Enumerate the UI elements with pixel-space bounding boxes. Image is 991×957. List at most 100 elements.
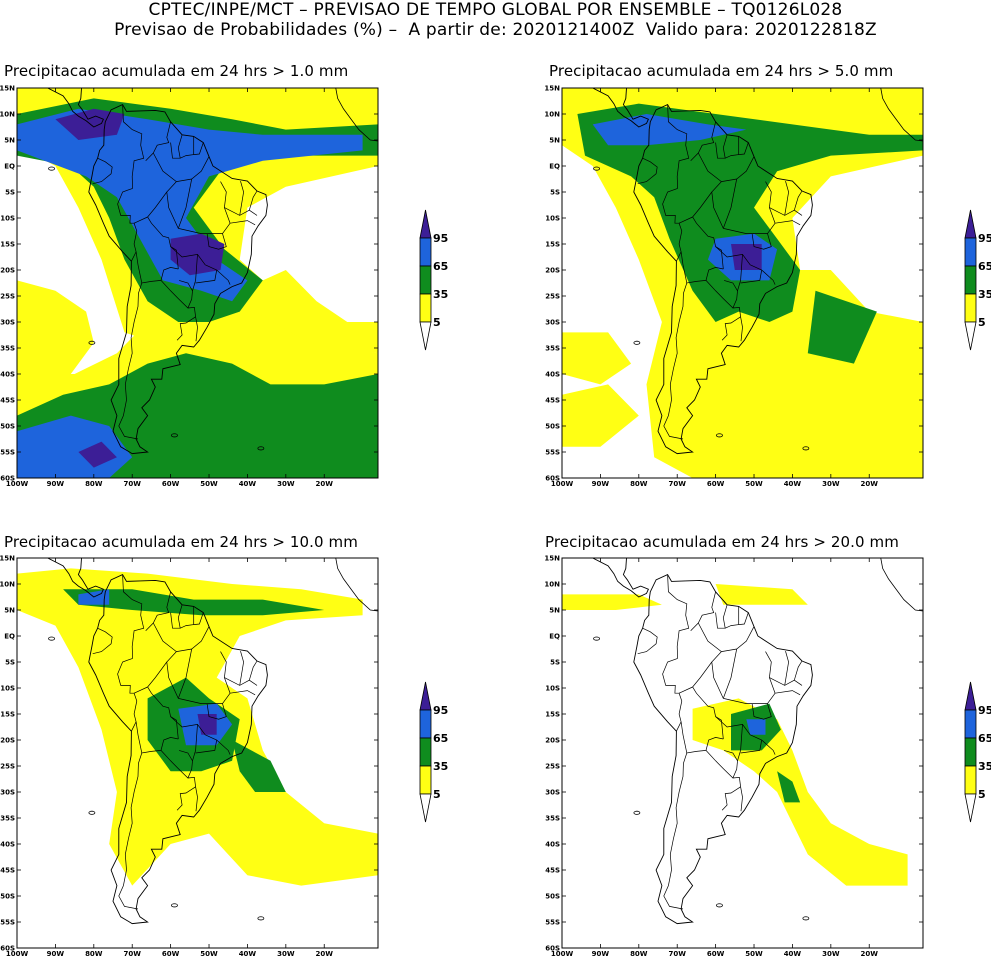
legend-swatch-95-plus — [964, 681, 977, 711]
country-border — [145, 121, 171, 162]
panel-2-title: Precipitacao acumulada em 24 hrs > 5.0 m… — [549, 62, 894, 80]
lat-label: 25S — [545, 763, 560, 771]
country-border — [92, 627, 113, 655]
legend-label: 35 — [433, 760, 448, 773]
lat-label: 5N — [4, 137, 15, 145]
panel-1-map: 15N 10N 5N EQ 5S 10S 15S 20S 25S 30S 35S 40S 45S 50S 5… — [0, 85, 379, 488]
lat-label: 15N — [544, 85, 560, 93]
lat-label: EQ — [549, 633, 560, 641]
country-border — [737, 724, 743, 761]
coastlines — [562, 558, 923, 925]
lat-label: 15S — [0, 241, 15, 249]
country-border — [715, 246, 751, 266]
country-border — [721, 626, 755, 652]
lat-label: 50S — [545, 423, 560, 431]
lat-label: 45S — [545, 867, 560, 875]
lat-label: EQ — [4, 633, 15, 641]
africa-coastline — [335, 88, 378, 142]
island — [171, 433, 178, 438]
panel-4-map: 15N 10N 5N EQ 5S 10S 15S 20S 25S 30S 35S 40S 45S 50S 5… — [544, 555, 924, 957]
lon-label: 80W — [85, 480, 103, 488]
central-america-coastline — [562, 88, 650, 128]
header-title: CPTEC/INPE/MCT – PREVISAO DE TEMPO GLOBA… — [148, 0, 843, 20]
probability-fields — [562, 584, 908, 886]
legend-label: 65 — [433, 260, 448, 273]
country-border — [721, 307, 741, 341]
island — [633, 340, 641, 345]
country-border — [722, 178, 738, 229]
south-america-coastline — [88, 104, 268, 455]
country-border — [170, 246, 206, 266]
africa-coastline — [335, 558, 378, 612]
legend-label: 5 — [433, 316, 441, 329]
country-border — [180, 136, 195, 159]
country-border — [740, 269, 763, 284]
prob-region-65-pct — [592, 114, 747, 146]
country-border — [193, 612, 204, 625]
lon-label: 90W — [592, 950, 610, 957]
lat-label: 45S — [0, 397, 15, 405]
lon-label: 90W — [47, 950, 65, 957]
island — [171, 903, 178, 908]
legend-label: 65 — [978, 732, 991, 745]
country-border — [248, 190, 258, 211]
legend-label: 95 — [433, 704, 448, 717]
country-border — [692, 191, 713, 218]
central-america-coastline — [17, 88, 105, 128]
country-border — [737, 254, 743, 291]
country-border — [239, 181, 244, 216]
map-frame — [561, 557, 924, 949]
lon-label: 100W — [551, 480, 574, 488]
country-border — [230, 220, 256, 226]
country-border — [248, 660, 258, 681]
prob-region-5-pct — [562, 384, 639, 447]
country-border — [176, 777, 196, 811]
lat-label: 40S — [545, 841, 560, 849]
legend-swatch-5 — [964, 293, 977, 323]
country-border — [711, 181, 724, 229]
lat-label: 15N — [544, 555, 560, 563]
lat-label: 35S — [545, 815, 560, 823]
country-border — [690, 121, 716, 162]
country-border — [697, 622, 722, 652]
legend-label: 5 — [978, 316, 986, 329]
lon-label: 70W — [123, 480, 141, 488]
prob-region-5-pct — [562, 594, 662, 610]
country-border — [133, 216, 179, 270]
panel-3-title: Precipitacao acumulada em 24 hrs > 10.0 … — [4, 533, 358, 551]
island — [48, 166, 55, 171]
prob-region-5-pct — [715, 584, 808, 605]
legend-swatch-below-5 — [419, 793, 432, 823]
country-border — [206, 233, 227, 250]
island — [257, 446, 265, 451]
lat-label: 30S — [0, 789, 15, 797]
lon-label: 20W — [315, 480, 333, 488]
country-border — [160, 750, 193, 779]
country-border — [738, 612, 749, 625]
country-border — [663, 752, 688, 910]
prob-region-5-pct — [562, 332, 632, 385]
lon-label: 50W — [745, 950, 763, 957]
island — [88, 340, 96, 345]
lon-label: 30W — [822, 480, 840, 488]
island — [802, 916, 810, 921]
country-border — [740, 786, 743, 812]
prob-region-5-pct — [17, 280, 94, 374]
country-border — [751, 703, 772, 720]
country-border — [220, 651, 231, 704]
country-border — [740, 316, 743, 342]
country-border — [680, 251, 724, 284]
country-border — [793, 660, 803, 681]
country-border — [205, 734, 231, 755]
country-border — [224, 207, 258, 216]
lat-label: 40S — [0, 841, 15, 849]
country-border — [769, 207, 803, 216]
lat-label: 25S — [545, 293, 560, 301]
lon-label: 40W — [784, 950, 802, 957]
lon-label: 80W — [630, 480, 648, 488]
lon-label: 70W — [668, 480, 686, 488]
lon-label: 60W — [162, 480, 180, 488]
country-border — [692, 661, 713, 688]
panel-2-map: 15N 10N 5N EQ 5S 10S 15S 20S 25S 30S 35S 40S 45S 50S 5… — [544, 85, 924, 488]
lat-label: 50S — [0, 893, 15, 901]
